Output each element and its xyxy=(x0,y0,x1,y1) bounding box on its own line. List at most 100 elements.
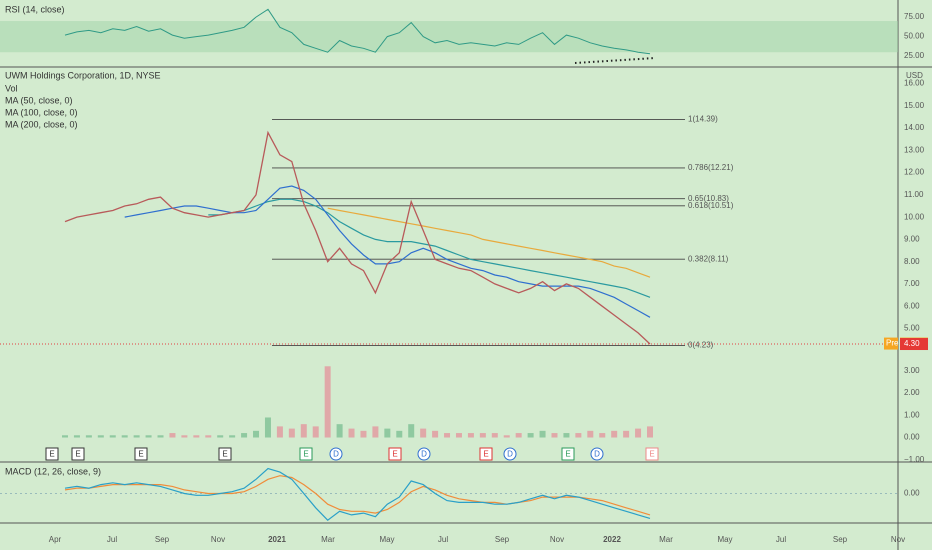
axis-tick-label: −1.00 xyxy=(904,455,925,464)
x-tick-label: Nov xyxy=(891,535,905,544)
event-icon xyxy=(503,447,517,461)
volume-bar xyxy=(73,435,80,438)
event-icon xyxy=(645,447,659,461)
volume-bar xyxy=(241,433,248,438)
event-letter: E xyxy=(483,450,488,459)
volume-bar xyxy=(527,433,534,438)
volume-bar xyxy=(551,433,558,438)
macd-line xyxy=(64,467,651,521)
event-icon xyxy=(71,447,85,461)
axis-tick-label: 7.00 xyxy=(904,279,920,288)
volume-bar xyxy=(157,435,164,438)
volume-bar xyxy=(503,435,510,438)
event-letter: E xyxy=(565,450,570,459)
volume-bar xyxy=(97,435,104,438)
axis-tick-label: 13.00 xyxy=(904,145,925,154)
volume-bar xyxy=(312,426,319,438)
volume-bar xyxy=(276,426,283,438)
fib-label: 1(14.39) xyxy=(688,115,718,124)
volume-bar xyxy=(85,435,92,438)
volume-bar xyxy=(444,433,451,438)
volume-bar xyxy=(169,433,176,438)
event-letter: D xyxy=(594,450,600,459)
x-tick-label: May xyxy=(379,535,394,544)
axis-tick-label: 25.00 xyxy=(904,51,925,60)
volume-bar xyxy=(62,435,68,438)
volume-bar xyxy=(133,435,140,438)
last-price: 4.30 xyxy=(904,339,920,348)
event-icon xyxy=(479,447,493,461)
volume-bar xyxy=(479,433,486,438)
signal-line xyxy=(64,475,651,516)
event-letter: E xyxy=(222,450,227,459)
volume-bar xyxy=(253,430,260,438)
volume-bar xyxy=(467,433,474,438)
event-letter: E xyxy=(303,450,308,459)
x-tick-label: Jul xyxy=(776,535,786,544)
volume-bar xyxy=(420,428,427,438)
axis-tick-label: 2.00 xyxy=(904,388,920,397)
x-tick-label: Sep xyxy=(155,535,170,544)
volume-bar xyxy=(396,430,403,438)
volume-bar xyxy=(455,433,462,438)
axis-tick-label: 15.00 xyxy=(904,101,925,110)
event-letter: D xyxy=(507,450,513,459)
volume-bar xyxy=(324,366,331,438)
volume-bar xyxy=(647,426,653,438)
volume-bar xyxy=(611,430,618,438)
event-icon xyxy=(299,447,313,461)
event-icon xyxy=(388,447,402,461)
x-tick-label: Nov xyxy=(550,535,564,544)
volume-bar xyxy=(372,426,379,438)
volume-bar xyxy=(193,435,200,438)
x-tick-label: Apr xyxy=(49,535,62,544)
x-tick-label: Mar xyxy=(659,535,673,544)
indicator-label: MA (100, close, 0) xyxy=(5,107,78,117)
axis-tick-label: 10.00 xyxy=(904,212,925,221)
volume-bar xyxy=(145,435,152,438)
x-tick-label: May xyxy=(717,535,732,544)
indicator-label: MA (50, close, 0) xyxy=(5,95,73,105)
event-letter: E xyxy=(649,450,654,459)
event-icon xyxy=(417,447,431,461)
axis-tick-label: 5.00 xyxy=(904,324,920,333)
event-letter: E xyxy=(49,450,54,459)
event-icon xyxy=(590,447,604,461)
volume-bar xyxy=(599,433,606,438)
event-letter: E xyxy=(75,450,80,459)
volume-bar xyxy=(229,435,236,438)
volume-bar xyxy=(623,430,630,438)
volume-bar xyxy=(264,417,271,438)
event-icon xyxy=(218,447,232,461)
volume-bar xyxy=(384,428,391,438)
pre-label: Pre xyxy=(886,339,899,348)
volume-bar xyxy=(205,435,212,438)
axis-tick-label: 50.00 xyxy=(904,32,925,41)
volume-bar xyxy=(121,435,128,438)
indicator-label: MA (200, close, 0) xyxy=(5,119,78,129)
volume-bar xyxy=(408,424,415,438)
event-icon xyxy=(134,447,148,461)
axis-tick-label: 14.00 xyxy=(904,123,925,132)
axis-tick-label: 6.00 xyxy=(904,301,920,310)
axis-tick-label: 0.00 xyxy=(904,489,920,498)
x-tick-label: Mar xyxy=(321,535,335,544)
volume-bar xyxy=(360,430,367,438)
pre-badge xyxy=(884,337,898,350)
axis-tick-label: 0.00 xyxy=(904,433,920,442)
event-icon xyxy=(45,447,59,461)
event-icon xyxy=(561,447,575,461)
fib-label: 0.382(8.11) xyxy=(688,254,729,263)
last-price-badge xyxy=(900,338,928,351)
x-tick-label: 2022 xyxy=(603,535,621,544)
rsi-band xyxy=(0,21,898,53)
axis-tick-label: 8.00 xyxy=(904,257,920,266)
macd-label: MACD (12, 26, close, 9) xyxy=(5,466,101,476)
x-tick-label: Nov xyxy=(211,535,225,544)
volume-bar xyxy=(336,424,343,438)
x-tick-label: Sep xyxy=(833,535,848,544)
x-tick-label: Jul xyxy=(107,535,117,544)
volume-bar xyxy=(300,424,307,438)
volume-bar xyxy=(217,435,224,438)
